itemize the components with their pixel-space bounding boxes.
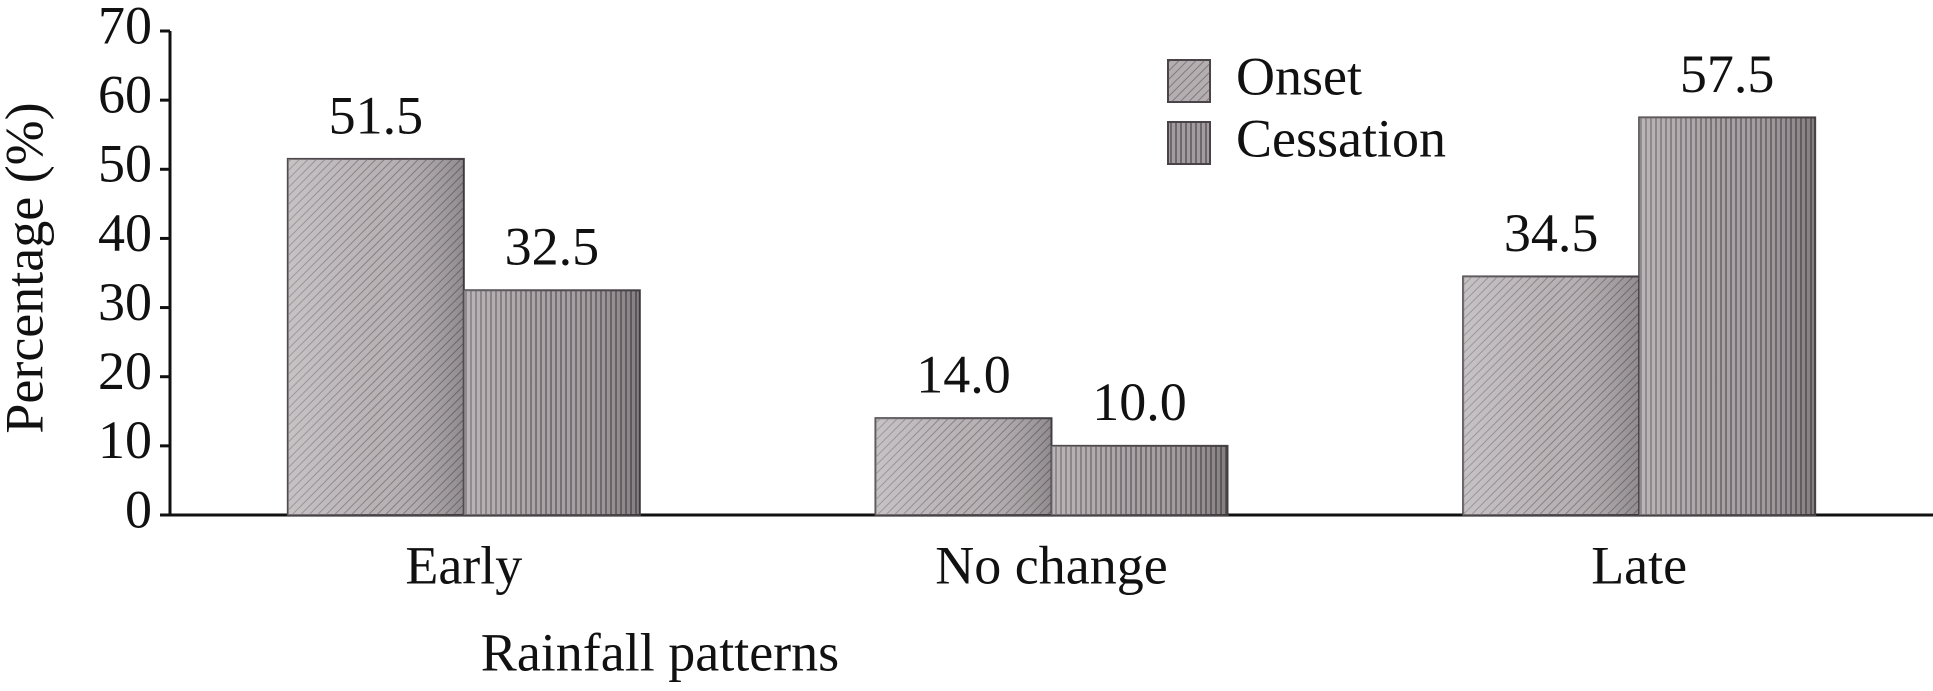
legend-swatch-hatch [1168,60,1210,102]
bar-shine [287,158,464,515]
y-tick-label: 10 [98,410,152,470]
x-tick-label: No change [935,535,1167,595]
y-tick-label: 60 [98,65,152,125]
y-tick-label: 0 [125,479,152,539]
x-axis-title: Rainfall patterns [481,622,839,682]
value-label: 34.5 [1504,203,1599,263]
bar-shine [875,418,1052,515]
y-tick-label: 30 [98,272,152,332]
legend-swatch-hatch [1168,122,1210,164]
y-axis-title: Percentage (%) [0,102,54,433]
value-label: 14.0 [916,345,1011,405]
bar-shine [1639,117,1816,515]
value-label: 32.5 [505,217,600,277]
bar-shine [1463,276,1640,515]
y-tick-label: 20 [98,341,152,401]
legend-label: Cessation [1236,108,1446,168]
value-label: 10.0 [1092,372,1187,432]
bar-shine [1051,445,1228,515]
bar-shine [463,290,640,515]
x-tick-label: Late [1591,535,1687,595]
y-tick-label: 40 [98,203,152,263]
x-tick-label: Early [405,535,522,595]
value-label: 51.5 [329,85,424,145]
legend-label: Onset [1236,46,1362,106]
y-tick-label: 70 [98,0,152,55]
y-tick-label: 50 [98,134,152,194]
value-label: 57.5 [1680,44,1775,104]
